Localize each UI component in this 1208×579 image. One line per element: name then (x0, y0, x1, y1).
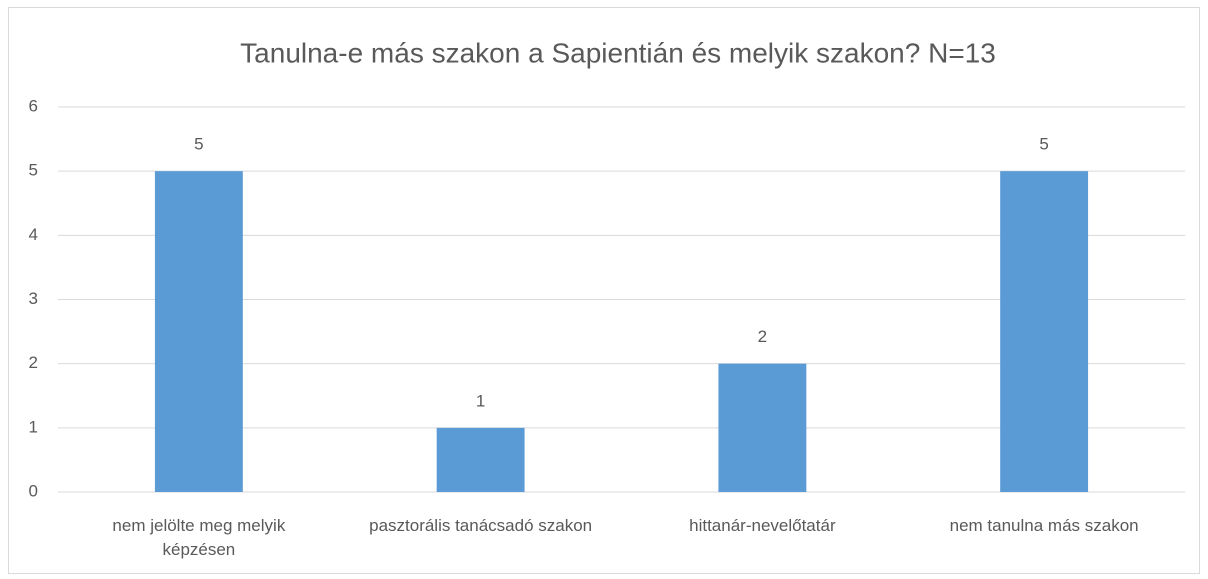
data-label: 5 (194, 135, 203, 154)
y-tick-label: 2 (29, 353, 38, 372)
bar (154, 171, 243, 492)
data-label: 5 (1039, 135, 1048, 154)
bar (1000, 171, 1089, 492)
data-label: 1 (476, 391, 485, 410)
y-tick-label: 1 (29, 417, 38, 436)
x-tick-label: hittanár-nevelőtatár (689, 516, 836, 535)
y-tick-label: 3 (29, 289, 38, 308)
y-tick-label: 0 (29, 481, 38, 500)
x-tick-label: nem jelölte meg melyik képzésen (112, 516, 286, 559)
bar (436, 427, 525, 492)
y-tick-label: 4 (29, 225, 38, 244)
x-tick-label: nem tanulna más szakon (949, 516, 1139, 535)
y-tick-label: 5 (29, 161, 38, 180)
chart-title: Tanulna-e más szakon a Sapientián és mel… (240, 37, 996, 68)
bar (718, 363, 807, 492)
y-tick-label: 6 (29, 96, 38, 115)
data-label: 2 (758, 327, 767, 346)
x-tick-label: pasztorális tanácsadó szakon (369, 516, 593, 535)
